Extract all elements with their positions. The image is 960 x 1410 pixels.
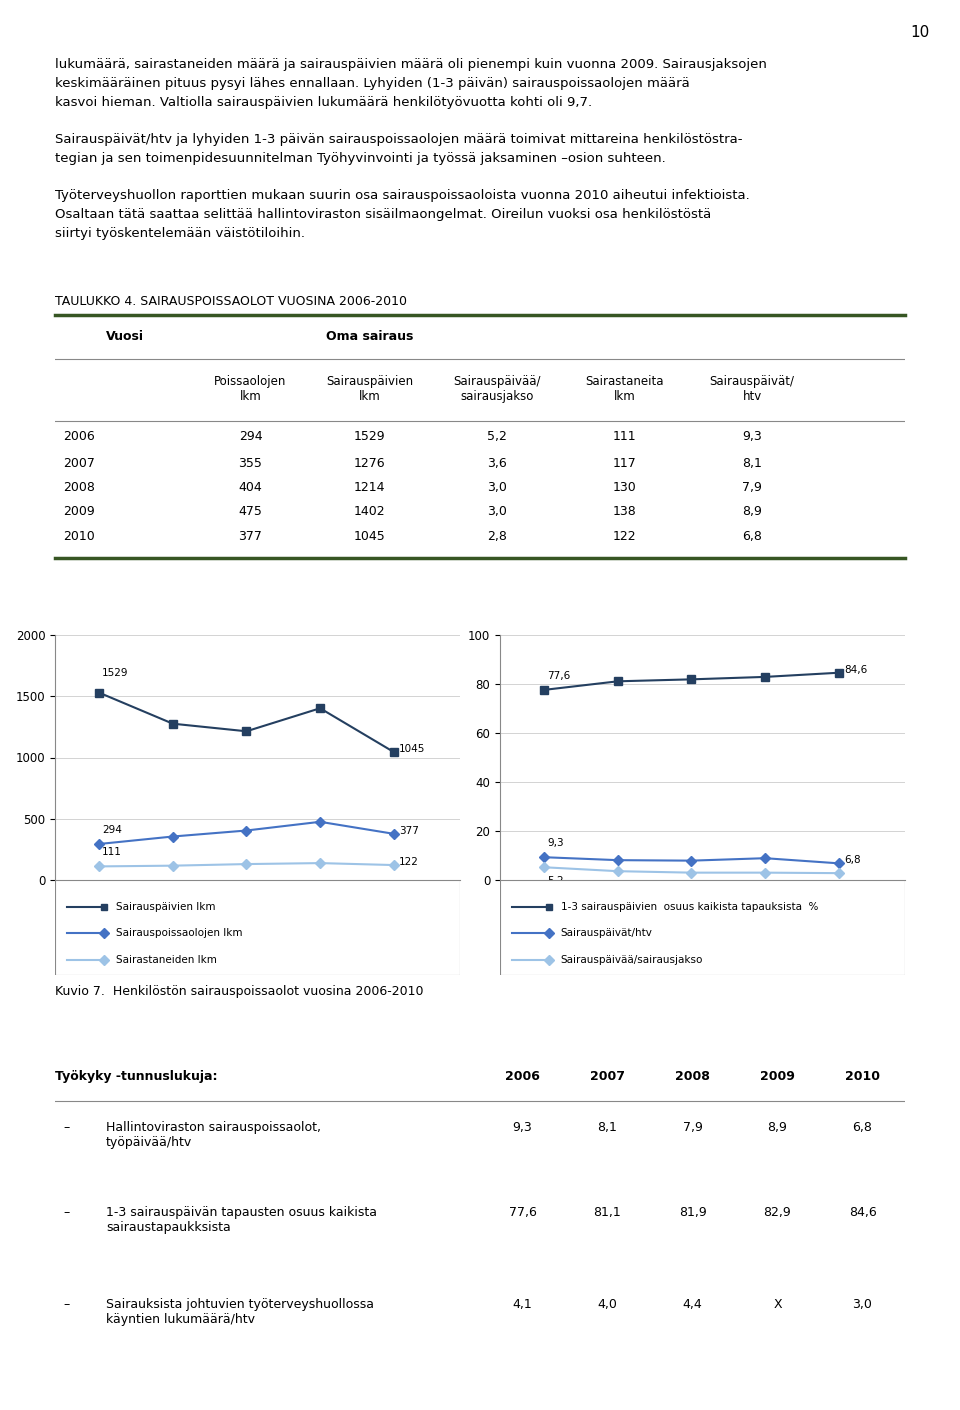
Text: 294: 294 <box>239 430 262 443</box>
Text: Työkyky -tunnuslukuja:: Työkyky -tunnuslukuja: <box>55 1070 218 1083</box>
Text: 2010: 2010 <box>845 1070 880 1083</box>
Text: Sairauspäivät/
htv: Sairauspäivät/ htv <box>709 375 795 403</box>
Text: Sairauspäivät/htv ja lyhyiden 1-3 päivän sairauspoissaolojen määrä toimivat mitt: Sairauspäivät/htv ja lyhyiden 1-3 päivän… <box>55 133 742 147</box>
Text: 3,6: 3,6 <box>487 457 507 470</box>
Text: keskimääräinen pituus pysyi lähes ennallaan. Lyhyiden (1-3 päivän) sairauspoissa: keskimääräinen pituus pysyi lähes ennall… <box>55 78 689 90</box>
Text: –: – <box>63 1121 70 1134</box>
Text: 6,8: 6,8 <box>844 856 861 866</box>
Text: 111: 111 <box>612 430 636 443</box>
Text: Kuvio 7.  Henkilöstön sairauspoissaolot vuosina 2006-2010: Kuvio 7. Henkilöstön sairauspoissaolot v… <box>55 986 423 998</box>
Text: 1045: 1045 <box>353 530 385 543</box>
Text: 2008: 2008 <box>675 1070 710 1083</box>
Text: 377: 377 <box>399 826 420 836</box>
Text: 475: 475 <box>239 505 262 519</box>
Text: 1529: 1529 <box>102 668 129 678</box>
Text: –: – <box>63 1299 70 1311</box>
Text: lukumäärä, sairastaneiden määrä ja sairauspäivien määrä oli pienempi kuin vuonna: lukumäärä, sairastaneiden määrä ja saira… <box>55 58 767 70</box>
Text: tegian ja sen toimenpidesuunnitelman Työhyvinvointi ja työssä jaksaminen –osion : tegian ja sen toimenpidesuunnitelman Työ… <box>55 152 665 165</box>
Text: 81,1: 81,1 <box>593 1206 621 1220</box>
Text: kasvoi hieman. Valtiolla sairauspäivien lukumäärä henkilötyövuotta kohti oli 9,7: kasvoi hieman. Valtiolla sairauspäivien … <box>55 96 592 109</box>
Text: 81,9: 81,9 <box>679 1206 707 1220</box>
Text: 2006: 2006 <box>505 1070 540 1083</box>
Text: 4,1: 4,1 <box>513 1299 533 1311</box>
Text: 1529: 1529 <box>353 430 385 443</box>
Text: 4,0: 4,0 <box>597 1299 617 1311</box>
Text: Sairauspäivää/
sairausjakso: Sairauspäivää/ sairausjakso <box>453 375 540 403</box>
Text: 122: 122 <box>399 857 420 867</box>
FancyBboxPatch shape <box>500 880 905 974</box>
Text: 122: 122 <box>612 530 636 543</box>
Text: 7,9: 7,9 <box>683 1121 703 1134</box>
Text: 82,9: 82,9 <box>763 1206 791 1220</box>
Text: 2007: 2007 <box>63 457 95 470</box>
Text: Sairauspäivien
lkm: Sairauspäivien lkm <box>326 375 413 403</box>
Text: TAULUKKO 4. SAIRAUSPOISSAOLOT VUOSINA 2006-2010: TAULUKKO 4. SAIRAUSPOISSAOLOT VUOSINA 20… <box>55 295 407 307</box>
Text: Sairauspäivää/sairausjakso: Sairauspäivää/sairausjakso <box>561 955 703 964</box>
FancyBboxPatch shape <box>55 880 460 974</box>
Text: 9,3: 9,3 <box>513 1121 533 1134</box>
Text: 2007: 2007 <box>590 1070 625 1083</box>
Text: 2006: 2006 <box>63 430 95 443</box>
Text: 377: 377 <box>239 530 262 543</box>
Text: Työterveyshuollon raporttien mukaan suurin osa sairauspoissaoloista vuonna 2010 : Työterveyshuollon raporttien mukaan suur… <box>55 189 750 202</box>
Text: 138: 138 <box>612 505 636 519</box>
Text: 8,1: 8,1 <box>742 457 762 470</box>
Text: 1402: 1402 <box>353 505 385 519</box>
Text: Sairauspoissaolojen lkm: Sairauspoissaolojen lkm <box>116 928 242 938</box>
Text: 3,0: 3,0 <box>852 1299 873 1311</box>
Text: Sairastaneita
lkm: Sairastaneita lkm <box>586 375 663 403</box>
Text: 6,8: 6,8 <box>742 530 762 543</box>
Text: 5,2: 5,2 <box>547 876 564 885</box>
Text: Oma sairaus: Oma sairaus <box>325 330 413 344</box>
Text: 7,9: 7,9 <box>742 481 762 494</box>
Text: 4,4: 4,4 <box>683 1299 703 1311</box>
Text: X: X <box>773 1299 781 1311</box>
Text: Hallintoviraston sairauspoissaolot,
työpäivää/htv: Hallintoviraston sairauspoissaolot, työp… <box>106 1121 321 1149</box>
Text: 404: 404 <box>239 481 262 494</box>
Text: 5,2: 5,2 <box>487 430 507 443</box>
Text: 1276: 1276 <box>353 457 385 470</box>
Text: 1214: 1214 <box>353 481 385 494</box>
Text: siirtyi työskentelemään väistötiloihin.: siirtyi työskentelemään väistötiloihin. <box>55 227 305 240</box>
Text: 1-3 sairauspäivien  osuus kaikista tapauksista  %: 1-3 sairauspäivien osuus kaikista tapauk… <box>561 901 818 912</box>
Text: 2009: 2009 <box>63 505 95 519</box>
Text: 3,0: 3,0 <box>487 505 507 519</box>
Text: 294: 294 <box>102 825 122 835</box>
Text: Sairauksista johtuvien työterveyshuollossa
käyntien lukumäärä/htv: Sairauksista johtuvien työterveyshuollos… <box>106 1299 374 1325</box>
Text: 6,8: 6,8 <box>852 1121 873 1134</box>
Text: 130: 130 <box>612 481 636 494</box>
Text: 77,6: 77,6 <box>509 1206 537 1220</box>
Text: 8,1: 8,1 <box>597 1121 617 1134</box>
Text: 9,3: 9,3 <box>742 430 762 443</box>
Text: 2,8: 2,8 <box>844 881 861 891</box>
Text: Sairauspäivien lkm: Sairauspäivien lkm <box>116 901 215 912</box>
Text: Poissaolojen
lkm: Poissaolojen lkm <box>214 375 287 403</box>
Text: 84,6: 84,6 <box>844 664 868 675</box>
Text: 84,6: 84,6 <box>849 1206 876 1220</box>
Text: 1045: 1045 <box>399 744 425 754</box>
Text: Sairastaneiden lkm: Sairastaneiden lkm <box>116 955 217 964</box>
Text: 2010: 2010 <box>63 530 95 543</box>
Text: Osaltaan tätä saattaa selittää hallintoviraston sisäilmaongelmat. Oireilun vuoks: Osaltaan tätä saattaa selittää hallintov… <box>55 209 711 221</box>
Text: 117: 117 <box>612 457 636 470</box>
Text: –: – <box>63 1206 70 1220</box>
Text: 2,8: 2,8 <box>487 530 507 543</box>
Text: 10: 10 <box>911 25 930 39</box>
Text: 2008: 2008 <box>63 481 95 494</box>
Text: Sairauspäivät/htv: Sairauspäivät/htv <box>561 928 653 938</box>
Text: 355: 355 <box>239 457 262 470</box>
Text: 2009: 2009 <box>760 1070 795 1083</box>
Text: 3,0: 3,0 <box>487 481 507 494</box>
Text: 111: 111 <box>102 847 122 857</box>
Text: 8,9: 8,9 <box>742 505 762 519</box>
Text: 8,9: 8,9 <box>768 1121 787 1134</box>
Text: 77,6: 77,6 <box>547 671 570 681</box>
Text: Vuosi: Vuosi <box>106 330 144 344</box>
Text: 9,3: 9,3 <box>547 838 564 847</box>
Text: 1-3 sairauspäivän tapausten osuus kaikista
sairaustapaukksista: 1-3 sairauspäivän tapausten osuus kaikis… <box>106 1206 377 1234</box>
